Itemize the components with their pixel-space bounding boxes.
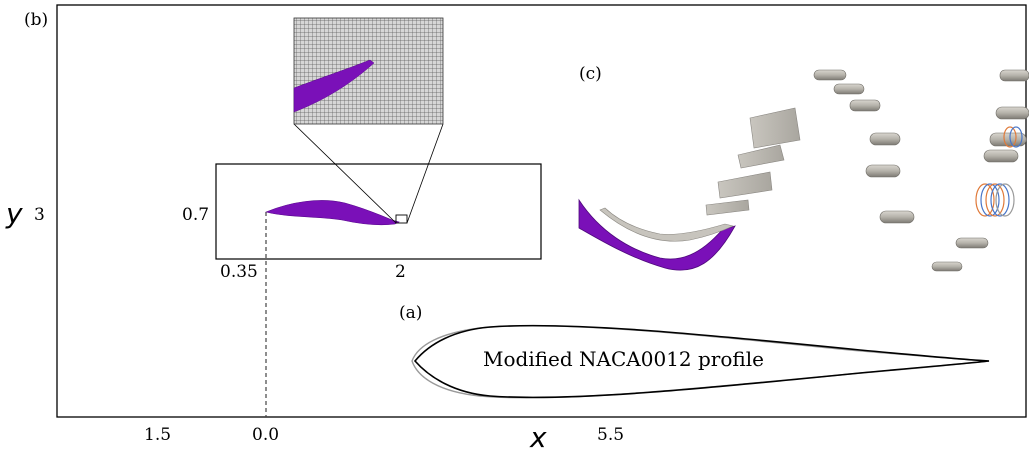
x-tick-label: 5.5 (597, 425, 625, 445)
panel-label-a: (a) (399, 303, 423, 323)
inset-x-tick-label: 0.35 (220, 262, 258, 282)
inset-x-tick-label: 2 (395, 262, 406, 282)
mesh-zoom-box (293, 17, 444, 125)
naca-profile-modified (413, 324, 990, 399)
zoom-connector-right (406, 123, 444, 224)
profile-caption: Modified NACA0012 profile (483, 347, 764, 371)
mesh-fish-tail (293, 59, 375, 113)
y-axis-symbol: y (6, 197, 23, 230)
inset-y-tick-label: 0.7 (182, 205, 210, 225)
panel-label-c: (c) (579, 64, 602, 84)
x-tick-label: 1.5 (144, 425, 172, 445)
vortex-visualization (578, 69, 1029, 272)
y-tick-label: 3 (34, 205, 45, 225)
fish-body (265, 200, 400, 226)
panel-label-b: (b) (24, 10, 49, 30)
x-tick-label: 0.0 (252, 425, 280, 445)
inset-frame (215, 163, 542, 260)
zoom-marker (395, 214, 408, 224)
x-axis-symbol: x (530, 421, 547, 454)
plot-frame (56, 4, 1027, 418)
zoom-connector-left (293, 123, 397, 224)
